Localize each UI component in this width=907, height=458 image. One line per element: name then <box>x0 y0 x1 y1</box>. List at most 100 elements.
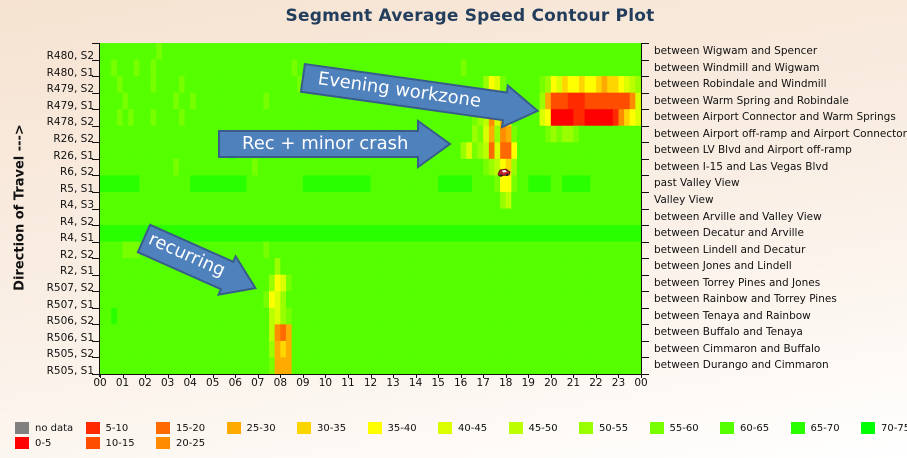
heatmap-cell <box>116 324 123 342</box>
heatmap-cell <box>438 291 445 309</box>
heatmap-cell <box>556 175 563 193</box>
heatmap-cell <box>488 208 495 226</box>
heatmap-cell <box>100 109 107 127</box>
row-label-right: between Rainbow and Torrey Pines <box>654 293 837 306</box>
y-tick-left <box>92 307 100 309</box>
heatmap-cell <box>545 291 552 309</box>
heatmap-cell <box>218 357 225 374</box>
heatmap-cell <box>522 357 529 374</box>
heatmap-cell <box>539 43 546 60</box>
heatmap-cell <box>607 109 614 127</box>
heatmap-cell <box>302 109 309 127</box>
heatmap-cell <box>274 92 281 110</box>
heatmap-cell <box>550 191 557 209</box>
heatmap-cell <box>252 191 259 209</box>
heatmap-cell <box>161 76 169 94</box>
heatmap-cell <box>314 175 321 193</box>
heatmap-cell <box>201 307 208 325</box>
heatmap-cell <box>325 324 332 342</box>
heatmap-cell <box>370 241 377 259</box>
heatmap-cell <box>246 357 253 374</box>
heatmap-cell <box>477 258 484 276</box>
heatmap-cell <box>607 291 614 309</box>
heatmap-cell <box>359 324 366 342</box>
heatmap-cell <box>511 175 518 193</box>
row-label-right: Valley View <box>654 193 714 206</box>
heatmap-cell <box>522 274 529 292</box>
heatmap-cell <box>195 357 202 374</box>
heatmap-cell <box>190 324 197 342</box>
heatmap-cell <box>223 59 231 77</box>
heatmap-cell <box>409 258 416 276</box>
heatmap-cell <box>539 357 546 374</box>
heatmap-cell <box>517 76 524 94</box>
heatmap-cell <box>398 274 405 292</box>
heatmap-cell <box>556 307 563 325</box>
heatmap-cell <box>550 340 557 358</box>
heatmap-cell <box>584 158 591 176</box>
heatmap-cell <box>517 43 524 60</box>
heatmap-cell <box>297 158 304 176</box>
heatmap-cell <box>438 258 445 276</box>
heatmap-cell <box>579 340 586 358</box>
heatmap-cell <box>116 109 123 127</box>
heatmap-cell <box>500 208 507 226</box>
heatmap-cell <box>455 340 462 358</box>
heatmap-cell <box>314 109 321 127</box>
heatmap-cell <box>624 43 631 60</box>
heatmap-cell <box>173 291 180 309</box>
heatmap-cell <box>201 324 208 342</box>
heatmap-cell <box>252 340 259 358</box>
heatmap-cell <box>116 158 123 176</box>
heatmap-cell <box>607 76 614 94</box>
heatmap-cell <box>150 125 157 143</box>
heatmap-cell <box>308 340 315 358</box>
heatmap-cell <box>539 59 546 77</box>
heatmap-cell <box>319 241 326 259</box>
heatmap-cell <box>325 274 332 292</box>
heatmap-cell <box>212 324 219 342</box>
heatmap-cell <box>178 324 185 342</box>
heatmap-cell <box>229 357 236 374</box>
heatmap-cell <box>421 43 428 60</box>
heatmap-cell <box>178 208 185 226</box>
heatmap-cell <box>393 59 400 77</box>
heatmap-cell <box>618 324 625 342</box>
heatmap-cell <box>500 241 507 259</box>
heatmap-cell <box>584 307 591 325</box>
heatmap-cell <box>302 43 309 60</box>
heatmap-cell <box>229 109 236 127</box>
heatmap-cell <box>607 158 614 176</box>
heatmap-cell <box>178 142 185 160</box>
heatmap-cell <box>156 92 163 110</box>
heatmap-cell <box>533 340 540 358</box>
heatmap-cell <box>167 340 174 358</box>
heatmap-cell <box>240 109 247 127</box>
heatmap-cell <box>415 291 422 309</box>
heatmap-cell <box>229 241 236 259</box>
heatmap-cell <box>624 274 631 292</box>
heatmap-cell <box>539 274 546 292</box>
heatmap-cell <box>449 291 456 309</box>
heatmap-cell <box>314 291 321 309</box>
heatmap-cell <box>280 340 287 358</box>
heatmap-cell <box>359 59 366 77</box>
heatmap-cell <box>331 307 338 325</box>
heatmap-cell <box>393 158 400 176</box>
heatmap-cell <box>426 175 433 193</box>
heatmap-cell <box>550 142 557 160</box>
heatmap-cell <box>556 76 563 94</box>
heatmap-cell <box>111 43 118 60</box>
heatmap-cell <box>252 274 259 292</box>
heatmap-cell <box>505 357 512 374</box>
y-axis-label: Direction of Travel ---> <box>12 124 28 291</box>
heatmap-cell <box>539 142 546 160</box>
heatmap-cell <box>443 43 450 60</box>
heatmap-cell <box>387 340 394 358</box>
heatmap-cell <box>190 357 197 374</box>
y-tick-left <box>92 125 100 127</box>
heatmap-cell <box>297 291 304 309</box>
heatmap-cell <box>455 274 462 292</box>
heatmap-cell <box>500 43 507 60</box>
heatmap-cell <box>528 125 535 143</box>
